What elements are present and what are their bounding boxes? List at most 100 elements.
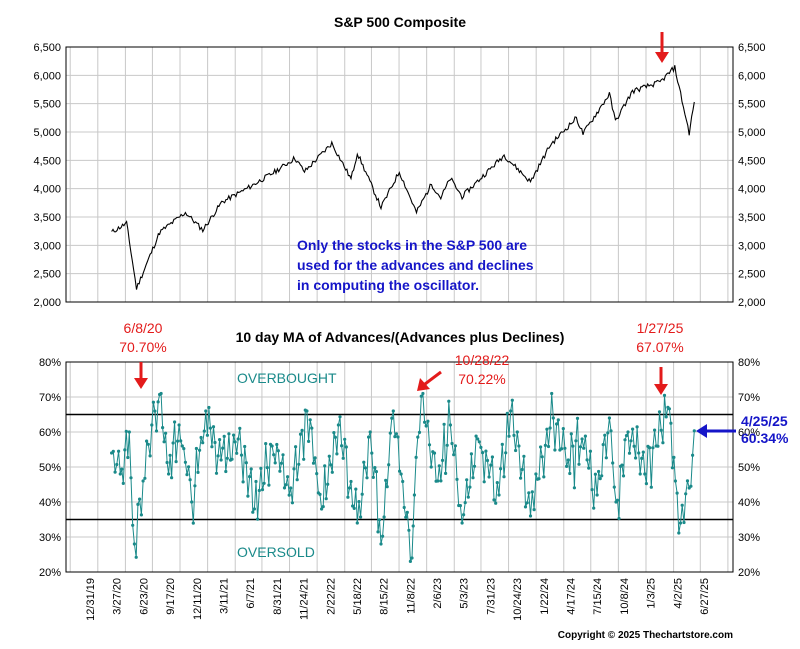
oscillator-chart-title: 10 day MA of Advances/(Advances plus Dec… — [236, 329, 565, 345]
x-tick-label: 10/24/23 — [512, 578, 524, 621]
oscillator-point — [246, 494, 250, 498]
oscillator-point — [136, 502, 140, 506]
oscillator-point — [336, 423, 340, 427]
oscillator-point — [151, 400, 155, 404]
oscillator-point — [338, 415, 342, 419]
oscillator-point — [474, 434, 478, 438]
oscillator-point — [527, 491, 531, 495]
oscillator-point — [637, 451, 641, 455]
x-tick-label: 7/31/23 — [485, 578, 497, 615]
oscillator-point — [298, 432, 303, 436]
oscillator-point — [363, 466, 367, 470]
oscillator-point — [592, 506, 596, 510]
oscillator-point — [362, 460, 366, 464]
oscillator-point — [308, 418, 312, 422]
x-tick-label: 8/31/21 — [272, 578, 284, 615]
oscillator-point — [124, 429, 128, 433]
oscillator-point — [183, 460, 187, 464]
oscillator-point — [492, 498, 496, 502]
oscillator-point — [254, 479, 258, 484]
oscillator-point — [522, 454, 526, 458]
oscillator-point — [211, 425, 216, 429]
callout-2-date: 10/28/22 — [455, 352, 510, 368]
oscillator-point — [260, 488, 265, 492]
oscillator-point — [174, 460, 178, 464]
oscillator-point — [318, 492, 322, 496]
oscillator-point — [264, 442, 268, 446]
oscillator-point — [193, 484, 197, 488]
y-tick-label-left: 20% — [39, 567, 61, 579]
callout-3-arrow — [654, 367, 668, 395]
x-tick-label: 4/17/24 — [566, 578, 578, 615]
y-tick-label-right: 40% — [738, 497, 760, 509]
oscillator-point — [408, 559, 412, 564]
oversold-label: OVERSOLD — [237, 544, 315, 560]
top-arrow — [655, 32, 669, 63]
oscillator-point — [632, 444, 636, 448]
y-tick-label-left: 70% — [39, 392, 61, 404]
oscillator-point — [393, 435, 397, 439]
oscillator-point — [566, 458, 570, 462]
oscillator-point — [621, 474, 626, 478]
oscillator-point — [664, 415, 668, 419]
oscillator-point — [528, 514, 533, 518]
oscillator-point — [394, 432, 398, 436]
oscillator-point — [656, 444, 660, 448]
oscillator-point — [343, 437, 347, 441]
oscillator-point — [659, 428, 663, 432]
price-y-axis: 2,000 2,000 2,500 2,500 3,000 3,000 3,500 3,500… — [33, 42, 765, 309]
price-chart-title: S&P 500 Composite — [334, 14, 466, 30]
oscillator-point — [251, 510, 255, 514]
price-annotation-line-1: Only the stocks in the S&P 500 are — [297, 237, 527, 253]
oscillator-point — [550, 391, 554, 396]
oscillator-point — [568, 471, 572, 476]
y-tick-label-left: 3,000 — [33, 240, 61, 252]
oscillator-point — [407, 528, 411, 532]
oscillator-point — [542, 475, 546, 479]
oscillator-point — [346, 495, 350, 499]
y-tick-label-left: 40% — [39, 497, 61, 509]
oscillator-point — [341, 456, 345, 460]
oscillator-point — [153, 409, 157, 413]
oscillator-point — [509, 409, 513, 413]
oscillator-point — [329, 463, 333, 467]
oscillator-point — [638, 472, 642, 476]
oscillator-point — [675, 491, 679, 495]
oscillator-point — [297, 462, 301, 466]
oscillator-point — [523, 505, 528, 509]
oscillator-point — [421, 391, 425, 396]
oscillator-point — [292, 467, 296, 471]
oscillator-point — [349, 479, 353, 484]
oscillator-point — [455, 477, 459, 481]
oscillator-point — [401, 479, 405, 484]
y-tick-label-right: 2,500 — [738, 269, 766, 281]
oscillator-point — [629, 439, 633, 443]
oscillator-point — [603, 433, 607, 437]
oscillator-y-axis: 20% 20% 30% 30% 40% 40% 50% 50% 60% 60% 70% 70% 80% 8… — [39, 357, 760, 579]
oscillator-point — [525, 501, 529, 505]
oscillator-point — [373, 466, 377, 470]
oscillator-point — [439, 479, 443, 483]
oscillator-point — [546, 444, 551, 449]
callout-3-value: 67.07% — [636, 339, 683, 355]
oscillator-point — [512, 433, 516, 437]
oscillator-point — [305, 409, 309, 413]
oscillator-point — [284, 483, 288, 487]
oscillator-point — [310, 426, 314, 430]
oscillator-point — [583, 434, 588, 438]
oscillator-point — [191, 521, 195, 525]
oscillator-point — [159, 391, 163, 396]
oscillator-point — [563, 446, 567, 450]
oscillator-point — [571, 444, 575, 448]
oscillator-point — [227, 432, 231, 436]
oscillator-point — [404, 515, 408, 519]
oscillator-point — [419, 394, 423, 398]
oscillator-point — [218, 438, 222, 442]
oscillator-point — [574, 439, 578, 443]
oscillator-point — [187, 465, 191, 469]
price-annotation-line-2: used for the advances and declines — [297, 257, 534, 273]
oscillator-point — [335, 452, 339, 456]
oscillator-point — [113, 470, 117, 474]
oscillator-point — [132, 542, 136, 546]
copyright: Copyright © 2025 Thechartstore.com — [558, 630, 733, 641]
